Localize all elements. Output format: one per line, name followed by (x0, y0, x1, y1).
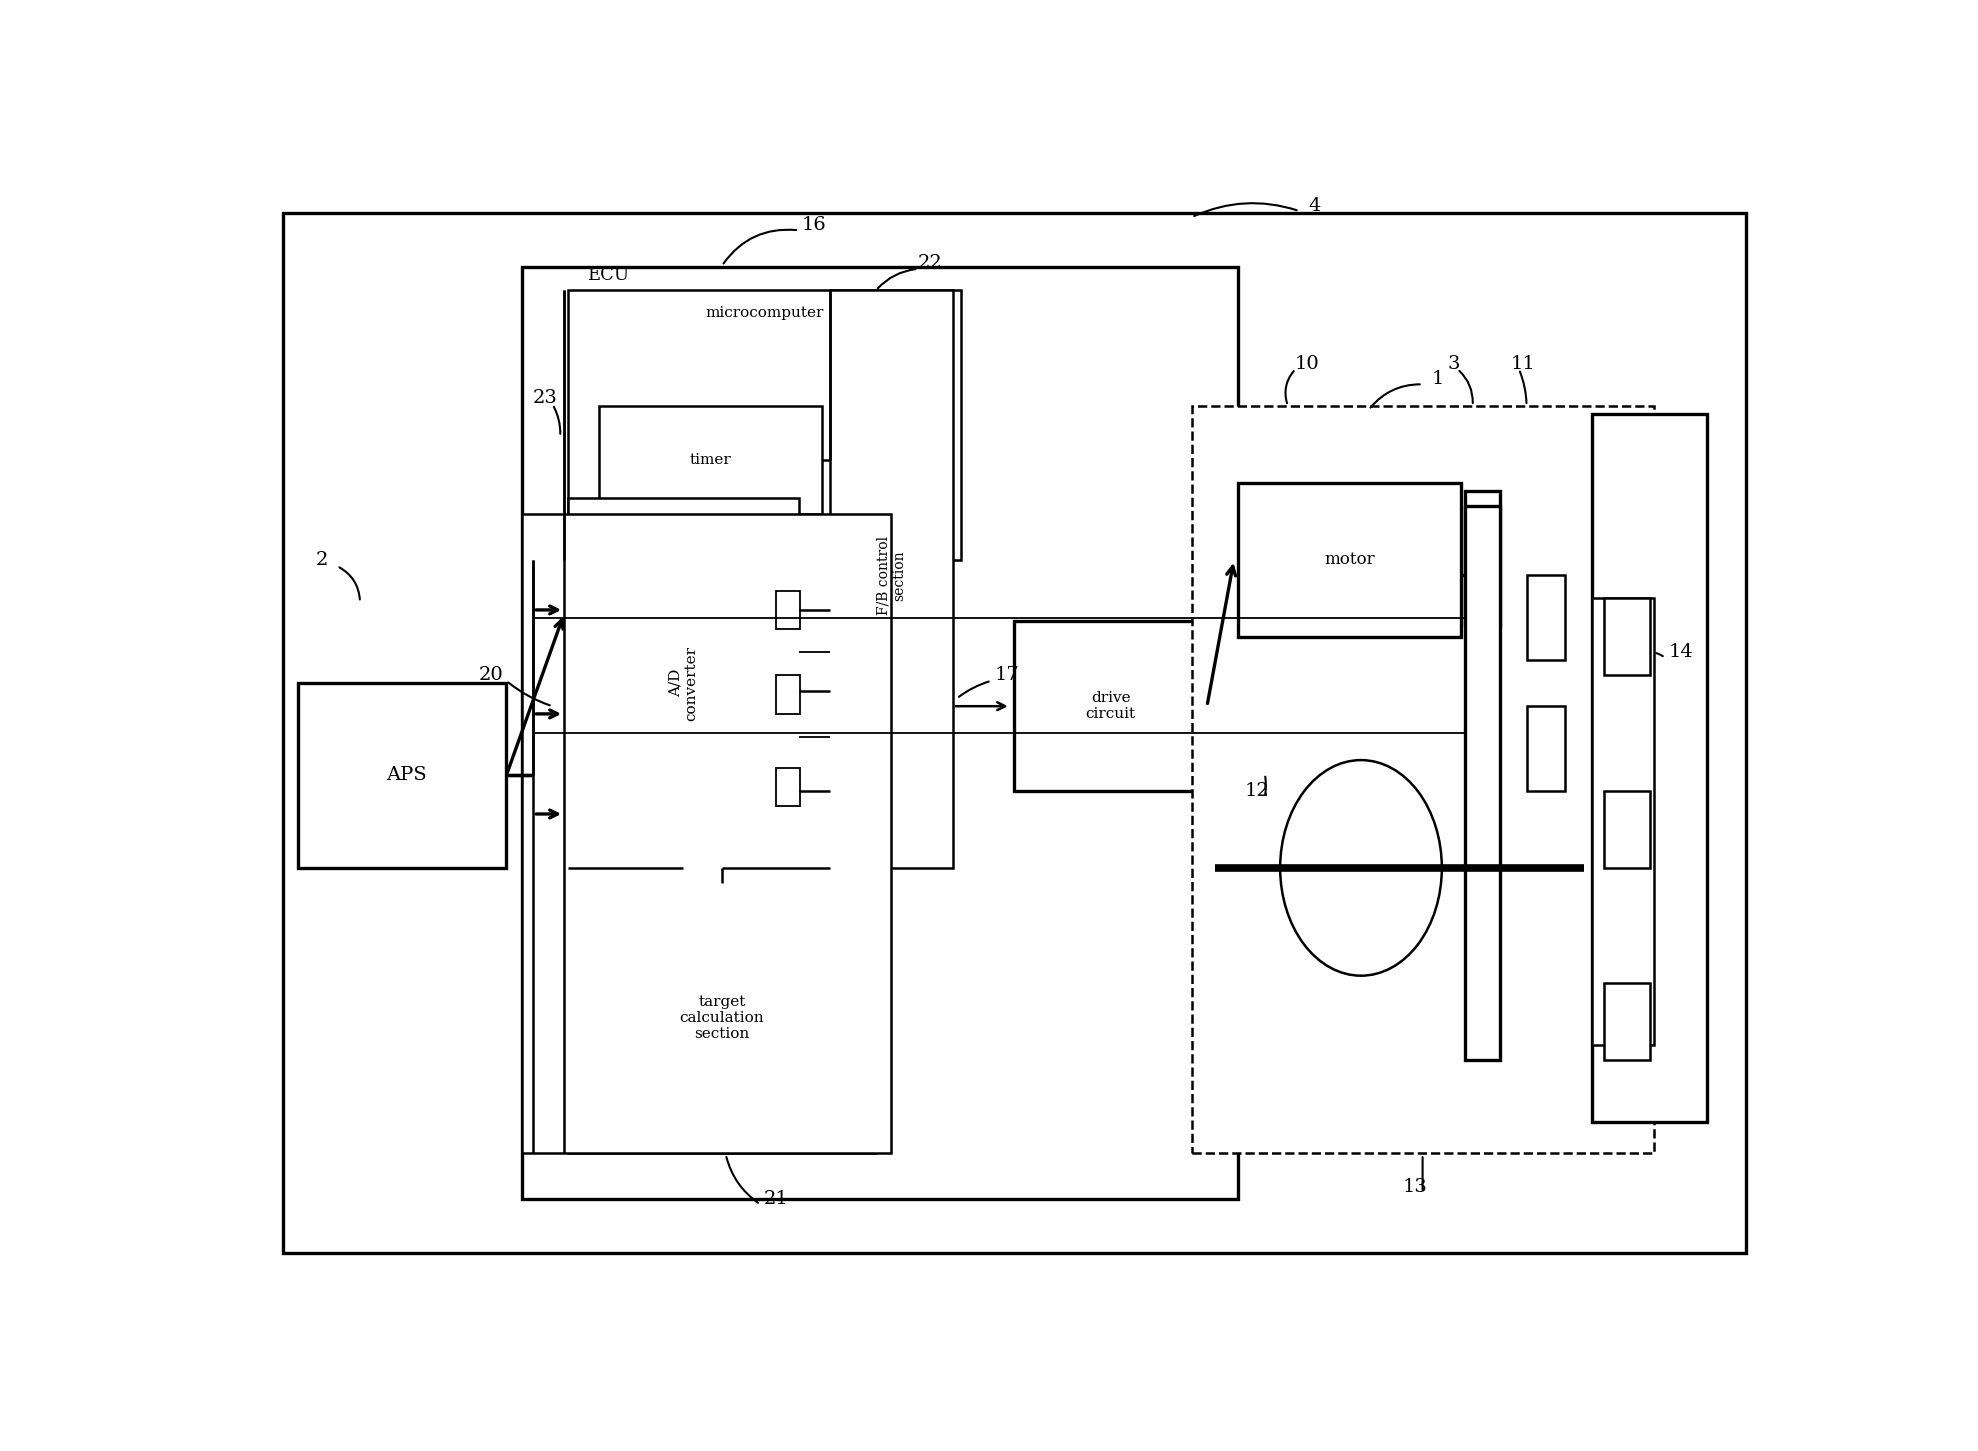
Text: F/B control
section: F/B control section (876, 535, 906, 615)
Bar (1592, 414, 1707, 1122)
Bar (1604, 791, 1650, 868)
Text: 20: 20 (479, 666, 502, 685)
Text: drive
circuit: drive circuit (1086, 691, 1135, 721)
Text: 14: 14 (1667, 643, 1693, 662)
Text: 12: 12 (1244, 782, 1270, 800)
Bar (522, 267, 1238, 1199)
Bar (775, 675, 801, 714)
Text: 22: 22 (918, 254, 942, 273)
Text: 2: 2 (315, 551, 328, 569)
Text: timer: timer (690, 453, 732, 467)
Bar (568, 290, 961, 560)
Bar (775, 591, 801, 630)
Bar (1604, 598, 1650, 675)
Bar (522, 514, 892, 1152)
Bar (1527, 707, 1565, 791)
Text: APS: APS (386, 766, 427, 785)
Text: 23: 23 (532, 389, 558, 408)
Bar (1238, 483, 1462, 637)
Bar (1191, 406, 1654, 1152)
Bar (1466, 490, 1499, 625)
Bar (829, 290, 953, 868)
Text: target
calculation
section: target calculation section (680, 995, 764, 1042)
Bar (568, 884, 876, 1152)
Bar (568, 498, 799, 868)
Text: 4: 4 (1309, 197, 1321, 215)
Text: 21: 21 (764, 1190, 787, 1209)
Bar (1015, 621, 1207, 791)
Text: 16: 16 (801, 216, 827, 234)
Bar (1604, 984, 1650, 1061)
Bar (599, 406, 823, 514)
Text: A/D
converter: A/D converter (669, 646, 698, 721)
Text: 1: 1 (1432, 370, 1444, 387)
Bar (299, 683, 506, 868)
Bar (1527, 575, 1565, 660)
Bar (1466, 506, 1499, 1061)
Text: 10: 10 (1296, 354, 1319, 373)
Text: motor: motor (1323, 551, 1375, 569)
Text: microcomputer: microcomputer (704, 306, 823, 321)
Bar (1592, 598, 1654, 1045)
Text: 11: 11 (1511, 354, 1535, 373)
Text: 3: 3 (1448, 354, 1460, 373)
Text: 17: 17 (995, 666, 1019, 685)
Ellipse shape (1280, 760, 1442, 975)
Bar (775, 768, 801, 807)
Text: ECU: ECU (587, 266, 629, 284)
Text: 13: 13 (1402, 1178, 1428, 1197)
